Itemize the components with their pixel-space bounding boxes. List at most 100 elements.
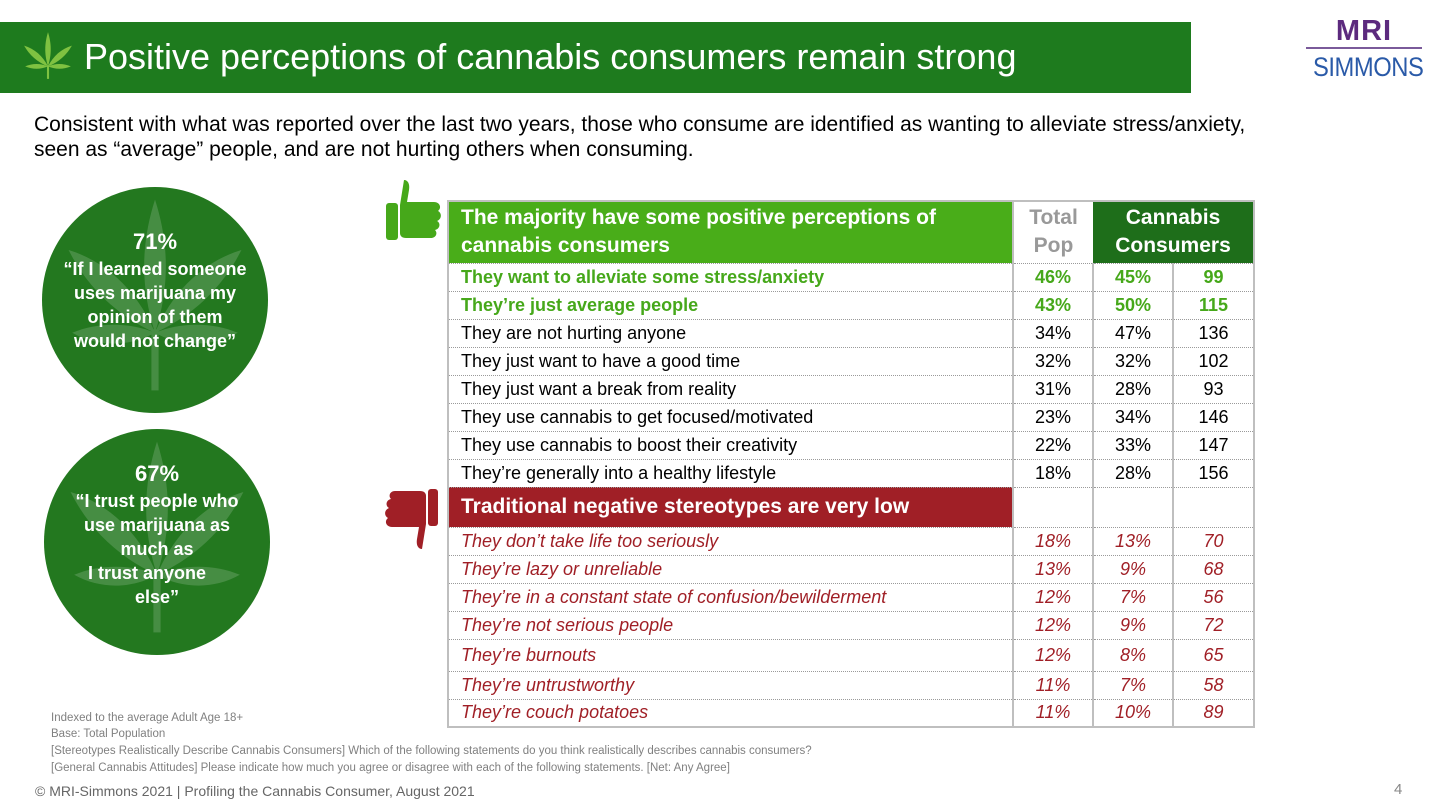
total-pop-value: 11% <box>1012 699 1093 728</box>
consumer-pct-value: 34% <box>1092 403 1173 432</box>
table-row: They don’t take life too seriously 18% 1… <box>448 527 1255 556</box>
consumer-pct-value: 9% <box>1092 611 1173 640</box>
consumer-pct-value: 47% <box>1092 319 1173 348</box>
table-row: They’re in a constant state of confusion… <box>448 583 1255 612</box>
callout-line: uses marijuana my <box>73 283 237 303</box>
callout-text: 67% “I trust people who use marijuana as… <box>44 459 270 609</box>
logo-simmons-text: SIMMONS <box>1312 52 1424 82</box>
index-value: 102 <box>1171 347 1255 376</box>
table-row: They’re untrustworthy 11% 7% 58 <box>448 671 1255 700</box>
callout-circle-71: 71% “If I learned someone uses marijuana… <box>42 187 268 413</box>
index-value: 115 <box>1171 291 1255 320</box>
table-row: They’re lazy or unreliable 13% 9% 68 <box>448 555 1255 584</box>
footnote-index: Indexed to the average Adult Age 18+ <box>51 712 244 724</box>
index-value: 99 <box>1171 263 1255 292</box>
empty-cell <box>1012 487 1093 528</box>
row-label: They want to alleviate some stress/anxie… <box>448 263 1013 292</box>
row-label: They’re lazy or unreliable <box>448 555 1013 584</box>
consumer-pct-value: 7% <box>1092 583 1173 612</box>
consumer-pct-value: 9% <box>1092 555 1173 584</box>
positive-section-header: The majority have some positive percepti… <box>448 201 1013 264</box>
callout-line: I trust anyone <box>87 563 207 583</box>
consumer-pct-value: 10% <box>1092 699 1173 728</box>
row-label: They just want to have a good time <box>448 347 1013 376</box>
footnote-attitudes-question: [General Cannabis Attitudes] Please indi… <box>51 762 730 774</box>
perceptions-table: The majority have some positive percepti… <box>447 200 1256 728</box>
callout-text: 71% “If I learned someone uses marijuana… <box>42 227 268 353</box>
total-pop-value: 31% <box>1012 375 1093 404</box>
row-label: They use cannabis to boost their creativ… <box>448 431 1013 460</box>
total-pop-value: 46% <box>1012 263 1093 292</box>
consumer-pct-value: 28% <box>1092 375 1173 404</box>
callout-line: much as <box>120 539 194 559</box>
row-label: They’re untrustworthy <box>448 671 1013 700</box>
row-label: They are not hurting anyone <box>448 319 1013 348</box>
callout-circle-67: 67% “I trust people who use marijuana as… <box>44 429 270 655</box>
row-label: They’re couch potatoes <box>448 699 1013 728</box>
index-value: 136 <box>1171 319 1255 348</box>
row-label: They don’t take life too seriously <box>448 527 1013 556</box>
callout-line: use marijuana as <box>83 515 231 535</box>
index-value: 147 <box>1171 431 1255 460</box>
callout-percent: 71% <box>132 229 178 254</box>
row-label: They’re burnouts <box>448 639 1013 672</box>
callout-line: “If I learned someone <box>63 259 247 279</box>
table-row: They’re generally into a healthy lifesty… <box>448 459 1255 488</box>
callout-line: opinion of them <box>87 307 223 327</box>
total-pop-value: 32% <box>1012 347 1093 376</box>
callout-line: “I trust people who <box>75 491 239 511</box>
index-value: 58 <box>1171 671 1255 700</box>
callout-percent: 67% <box>134 461 180 486</box>
table-row: They’re burnouts 12% 8% 65 <box>448 639 1255 672</box>
index-value: 65 <box>1171 639 1255 672</box>
total-pop-value: 18% <box>1012 459 1093 488</box>
page-number: 4 <box>1394 781 1403 798</box>
row-label: They just want a break from reality <box>448 375 1013 404</box>
cannabis-leaf-icon <box>68 199 242 391</box>
total-pop-value: 34% <box>1012 319 1093 348</box>
table-row: They’re couch potatoes 11% 10% 89 <box>448 699 1255 728</box>
table-row: They are not hurting anyone 34% 47% 136 <box>448 319 1255 348</box>
consumer-pct-value: 32% <box>1092 347 1173 376</box>
total-pop-value: 18% <box>1012 527 1093 556</box>
total-pop-column-header: Total Pop <box>1012 201 1093 264</box>
total-pop-value: 12% <box>1012 639 1093 672</box>
table-header-row: The majority have some positive percepti… <box>448 201 1255 264</box>
callout-line: else” <box>134 587 180 607</box>
row-label: They’re in a constant state of confusion… <box>448 583 1013 612</box>
consumer-pct-value: 8% <box>1092 639 1173 672</box>
consumer-pct-value: 28% <box>1092 459 1173 488</box>
table-row: They’re just average people 43% 50% 115 <box>448 291 1255 320</box>
table-row: They just want a break from reality 31% … <box>448 375 1255 404</box>
consumer-pct-value: 50% <box>1092 291 1173 320</box>
cannabis-consumers-column-header: Cannabis Consumers <box>1093 201 1255 264</box>
index-value: 93 <box>1171 375 1255 404</box>
index-value: 56 <box>1171 583 1255 612</box>
consumer-pct-value: 7% <box>1092 671 1173 700</box>
table-row: They want to alleviate some stress/anxie… <box>448 263 1255 292</box>
table-row: They use cannabis to boost their creativ… <box>448 431 1255 460</box>
index-value: 146 <box>1171 403 1255 432</box>
consumer-pct-value: 13% <box>1092 527 1173 556</box>
negative-section-header: Traditional negative stereotypes are ver… <box>448 487 1013 528</box>
total-pop-value: 23% <box>1012 403 1093 432</box>
footnote-base: Base: Total Population <box>51 728 166 740</box>
consumer-pct-value: 45% <box>1092 263 1173 292</box>
empty-cell <box>1092 487 1173 528</box>
thumbs-up-icon <box>386 180 441 240</box>
page-title: Positive perceptions of cannabis consume… <box>84 36 1017 77</box>
thumbs-down-icon <box>385 489 438 549</box>
logo-divider <box>1306 47 1422 49</box>
total-pop-value: 13% <box>1012 555 1093 584</box>
index-value: 89 <box>1171 699 1255 728</box>
index-value: 156 <box>1171 459 1255 488</box>
table-row: They’re not serious people 12% 9% 72 <box>448 611 1255 640</box>
table-row: They use cannabis to get focused/motivat… <box>448 403 1255 432</box>
subtitle: Consistent with what was reported over t… <box>34 113 1246 161</box>
empty-cell <box>1171 487 1255 528</box>
callout-line: would not change” <box>74 331 236 351</box>
cannabis-leaf-icon <box>70 441 244 633</box>
row-label: They’re generally into a healthy lifesty… <box>448 459 1013 488</box>
total-pop-value: 11% <box>1012 671 1093 700</box>
consumer-pct-value: 33% <box>1092 431 1173 460</box>
